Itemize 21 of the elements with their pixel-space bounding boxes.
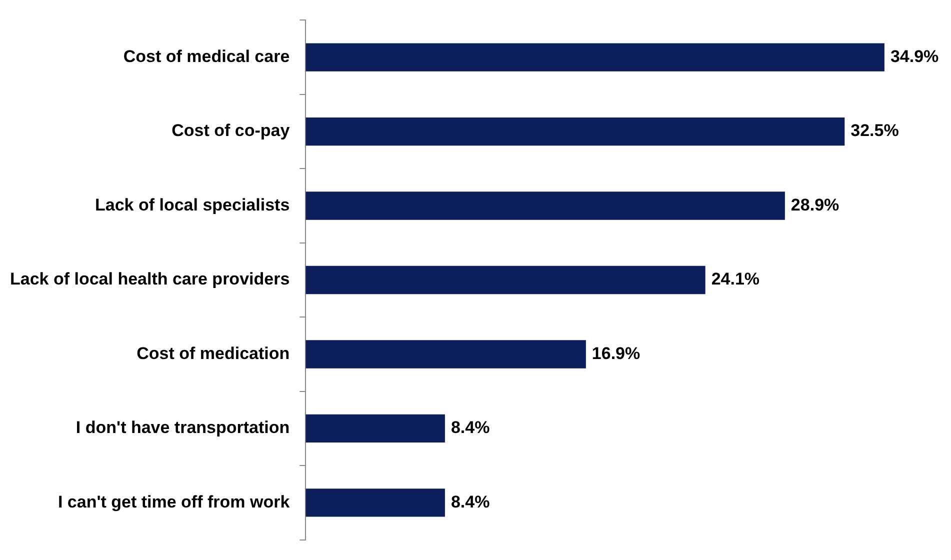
y-tick-label: Lack of local specialists bbox=[95, 195, 290, 214]
data-label: 34.9% bbox=[890, 47, 939, 66]
data-label: 8.4% bbox=[450, 418, 490, 438]
data-label: 32.5% bbox=[850, 121, 899, 140]
data-label: 8.4% bbox=[450, 492, 490, 512]
y-tick-label: Cost of co-pay bbox=[172, 121, 290, 140]
bar bbox=[306, 340, 586, 368]
y-tick-label: I don't have transportation bbox=[76, 418, 290, 438]
bar bbox=[306, 117, 845, 146]
bar bbox=[306, 488, 445, 517]
data-label: 28.9% bbox=[790, 195, 840, 214]
y-tick-label: Lack of local health care providers bbox=[10, 270, 290, 289]
data-label: 24.1% bbox=[711, 270, 760, 289]
y-tick-label: Cost of medication bbox=[136, 344, 290, 363]
data-label: 16.9% bbox=[592, 344, 640, 363]
bar bbox=[306, 43, 884, 72]
y-tick-label: I can't get time off from work bbox=[58, 492, 290, 512]
y-tick-label: Cost of medical care bbox=[123, 47, 290, 66]
bar bbox=[306, 266, 706, 294]
bar bbox=[306, 192, 785, 220]
bar bbox=[306, 414, 445, 443]
